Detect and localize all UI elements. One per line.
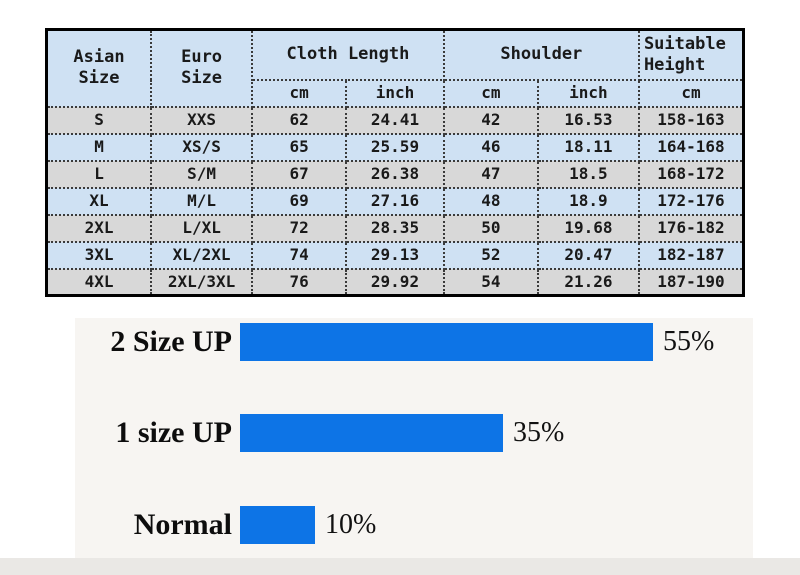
table-cell: 18.5 <box>536 159 640 189</box>
table-row-m: M XS/S 65 25.59 46 18.11 164-168 <box>45 132 745 162</box>
table-cell: 65 <box>251 132 348 162</box>
header-row-1: Asian Size Euro Size Cloth Length Should… <box>45 28 745 108</box>
table-cell: 72 <box>251 213 348 243</box>
table-cell: XL/2XL <box>150 240 254 270</box>
col-header-suitable-height: Suitable Height <box>637 28 745 81</box>
table-cell: 2XL/3XL <box>150 267 254 297</box>
table-cell: 168-172 <box>637 159 745 189</box>
table-cell: 42 <box>442 105 539 135</box>
table-cell: 18.9 <box>536 186 640 216</box>
table-cell: 187-190 <box>637 267 745 297</box>
col-header-euro-size: Euro Size <box>150 28 254 108</box>
unit-header-cloth-cm: cm <box>251 78 348 108</box>
table-cell: 54 <box>442 267 539 297</box>
table-cell: 50 <box>442 213 539 243</box>
bar-value: 10% <box>325 509 377 540</box>
table-cell: 24.41 <box>345 105 445 135</box>
table-cell: 20.47 <box>536 240 640 270</box>
table-cell: 176-182 <box>637 213 745 243</box>
table-cell: M <box>45 132 153 162</box>
col-header-cloth-length: Cloth Length <box>251 28 445 81</box>
bar-value: 55% <box>663 326 715 357</box>
table-row-s: S XXS 62 24.41 42 16.53 158-163 <box>45 105 745 135</box>
unit-header-shoulder-cm: cm <box>442 78 539 108</box>
table-cell: 26.38 <box>345 159 445 189</box>
bottom-divider <box>0 558 800 575</box>
col-header-shoulder: Shoulder <box>442 28 640 81</box>
bar-row-normal: Normal 10% <box>75 505 376 545</box>
table-cell: 16.53 <box>536 105 640 135</box>
bar-2-size-up <box>240 323 653 361</box>
table-cell: 67 <box>251 159 348 189</box>
table-cell: 19.68 <box>536 213 640 243</box>
table-row-xl: XL M/L 69 27.16 48 18.9 172-176 <box>45 186 745 216</box>
table-cell: 48 <box>442 186 539 216</box>
table-cell: 164-168 <box>637 132 745 162</box>
table-cell: 158-163 <box>637 105 745 135</box>
table-cell: 52 <box>442 240 539 270</box>
table-cell: 21.26 <box>536 267 640 297</box>
table-cell: 69 <box>251 186 348 216</box>
table-row-3xl: 3XL XL/2XL 74 29.13 52 20.47 182-187 <box>45 240 745 270</box>
table-cell: 29.92 <box>345 267 445 297</box>
size-chart-table: Asian Size Euro Size Cloth Length Should… <box>45 28 745 297</box>
table-cell: XXS <box>150 105 254 135</box>
table-cell: 76 <box>251 267 348 297</box>
table-cell: XL <box>45 186 153 216</box>
bar-label: Normal <box>133 508 232 541</box>
table-cell: 62 <box>251 105 348 135</box>
table-cell: 182-187 <box>637 240 745 270</box>
bar-label: 1 size UP <box>115 416 232 449</box>
bar-row-1-size-up: 1 size UP 35% <box>75 413 564 453</box>
table-cell: XS/S <box>150 132 254 162</box>
table-row-2xl: 2XL L/XL 72 28.35 50 19.68 176-182 <box>45 213 745 243</box>
table-cell: 46 <box>442 132 539 162</box>
table-cell: 25.59 <box>345 132 445 162</box>
table-cell: 2XL <box>45 213 153 243</box>
table-cell: S/M <box>150 159 254 189</box>
table-row-4xl: 4XL 2XL/3XL 76 29.92 54 21.26 187-190 <box>45 267 745 297</box>
table-cell: 172-176 <box>637 186 745 216</box>
table-cell: 47 <box>442 159 539 189</box>
bar-1-size-up <box>240 414 503 452</box>
table-cell: S <box>45 105 153 135</box>
table-cell: 29.13 <box>345 240 445 270</box>
table-cell: 4XL <box>45 267 153 297</box>
bar-row-2-size-up: 2 Size UP 55% <box>75 322 714 362</box>
size-up-bar-chart: 2 Size UP 55% 1 size UP 35% Normal 10% <box>75 318 753 558</box>
table-cell: 28.35 <box>345 213 445 243</box>
bar-normal <box>240 506 315 544</box>
table-cell: 18.11 <box>536 132 640 162</box>
header-row-2: cm inch cm inch cm <box>47 78 745 108</box>
table-cell: M/L <box>150 186 254 216</box>
table-cell: 27.16 <box>345 186 445 216</box>
bar-value: 35% <box>513 417 565 448</box>
unit-header-shoulder-inch: inch <box>536 78 640 108</box>
unit-header-cloth-inch: inch <box>345 78 445 108</box>
unit-header-height-cm: cm <box>637 78 745 108</box>
bar-label: 2 Size UP <box>110 325 232 358</box>
col-header-asian-size: Asian Size <box>45 28 153 108</box>
table-row-l: L S/M 67 26.38 47 18.5 168-172 <box>45 159 745 189</box>
table-cell: 3XL <box>45 240 153 270</box>
table-cell: L/XL <box>150 213 254 243</box>
table-cell: 74 <box>251 240 348 270</box>
table-cell: L <box>45 159 153 189</box>
